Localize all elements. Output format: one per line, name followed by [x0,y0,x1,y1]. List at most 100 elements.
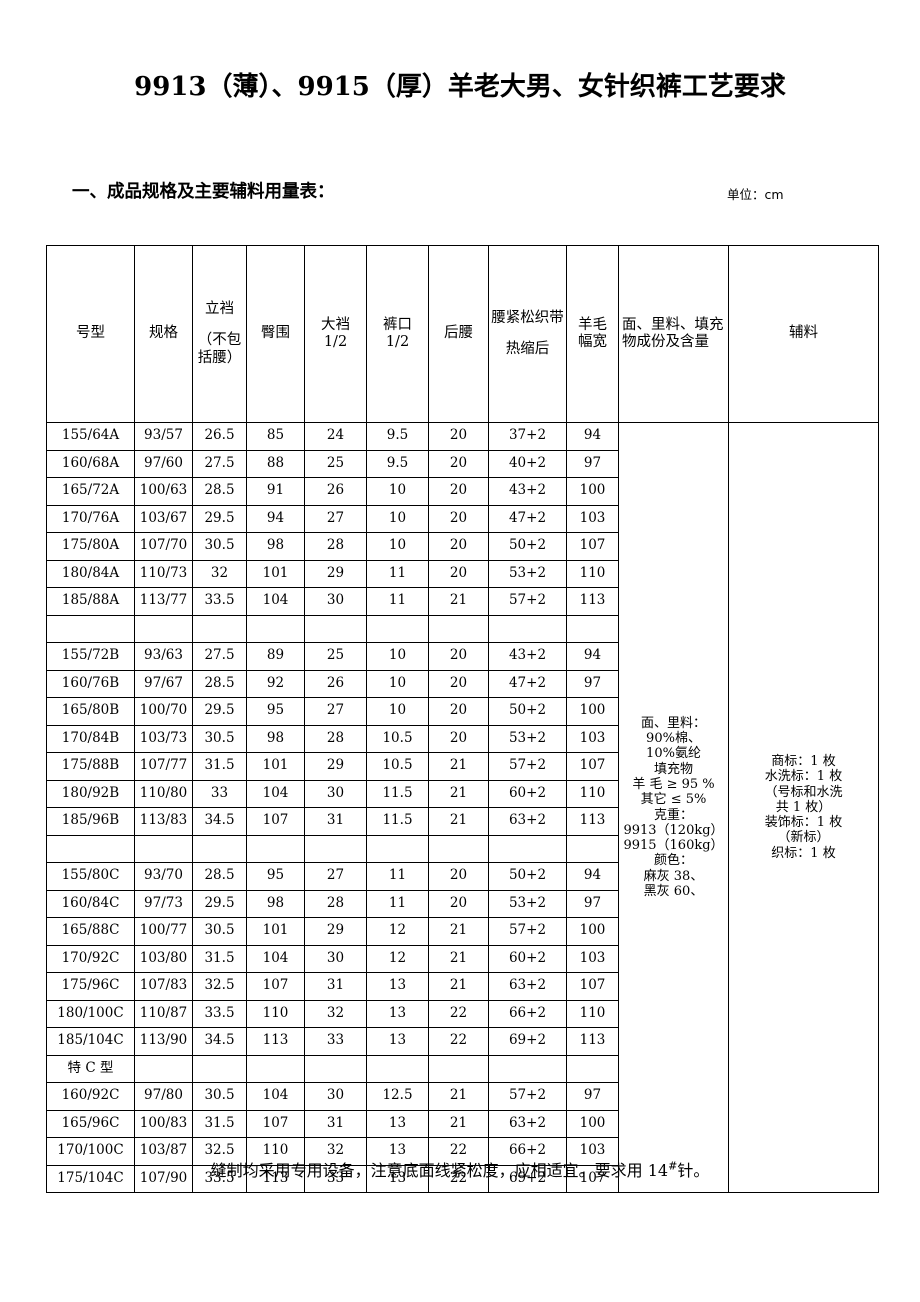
table-cell: 20 [428,724,489,753]
col-header-waistband-sub: 热缩后 [505,341,550,357]
table-cell: 33 [304,1164,367,1193]
table-cell: 100 [566,1109,619,1138]
table-cell: 107/77 [134,752,193,781]
table-cell: 97/73 [134,889,193,918]
table-cell [246,614,305,643]
table-cell: 180/92B [46,779,135,808]
table-cell: 100 [566,917,619,946]
table-row: 160/76B 97/67 28.5 92 26 10 20 47+2 97 [46,669,879,698]
table-cell: 28.5 [192,477,247,506]
table-header-row: 号型 规格 立裆 （不包括腰） 臀围 大裆 1/2 [46,245,879,423]
table-cell: 103 [566,1137,619,1166]
table-cell: 97 [566,669,619,698]
col-header-spec-label: 规格 [149,325,178,342]
table-cell [428,1054,489,1083]
table-cell: 113/83 [134,807,193,836]
table-cell [488,834,567,863]
table-row: 175/80A 107/70 30.5 98 28 10 20 50+2 107 [46,532,879,561]
table-cell: 57+2 [488,752,567,781]
table-row: 170/76A 103/67 29.5 94 27 10 20 47+2 103 [46,504,879,533]
table-cell: 175/96C [46,972,135,1001]
table-cell: 185/88A [46,587,135,616]
table-cell: 27.5 [192,449,247,478]
table-cell: 20 [428,449,489,478]
table-cell [246,1054,305,1083]
table-cell: 103/80 [134,944,193,973]
table-cell: 94 [246,504,305,533]
table-cell: 33 [192,779,247,808]
table-cell [134,614,193,643]
table-cell [488,614,567,643]
table-cell: 63+2 [488,807,567,836]
col-header-size-code: 号型 [46,245,135,423]
table-cell [366,1054,429,1083]
table-cell: 13 [366,972,429,1001]
table-cell: 155/72B [46,642,135,671]
table-cell: 69+2 [488,1027,567,1056]
table-cell: 107 [566,972,619,1001]
table-cell: 22 [428,999,489,1028]
table-cell: 10 [366,477,429,506]
table-cell: 97 [566,1082,619,1111]
table-cell: 11 [366,587,429,616]
table-row: 165/96C 100/83 31.5 107 31 13 21 63+2 100 [46,1109,879,1138]
table-cell: 10 [366,642,429,671]
table-cell: 101 [246,752,305,781]
table-cell: 100/63 [134,477,193,506]
table-row: 170/92C 103/80 31.5 104 30 12 21 60+2 103 [46,944,879,973]
spec-table-body: 号型 规格 立裆 （不包括腰） 臀围 大裆 1/2 [46,245,879,1193]
table-cell: 85 [246,422,305,451]
table-cell: 40+2 [488,449,567,478]
table-cell: 88 [246,449,305,478]
table-cell: 11 [366,559,429,588]
table-cell: 20 [428,559,489,588]
table-cell: 57+2 [488,917,567,946]
table-cell: 37+2 [488,422,567,451]
table-cell: 103/67 [134,504,193,533]
table-cell: 13 [366,1164,429,1193]
table-cell: 110/87 [134,999,193,1028]
table-cell: 170/84B [46,724,135,753]
table-cell: 12.5 [366,1082,429,1111]
accessories-cell: 商标：1 枚 水洗标：1 枚 （号标和水洗 共 1 枚） 装饰标：1 枚 （新标… [728,422,879,1193]
table-cell: 63+2 [488,1109,567,1138]
table-cell: 28.5 [192,862,247,891]
table-cell: 97/67 [134,669,193,698]
table-cell [304,834,367,863]
table-cell: 20 [428,504,489,533]
col-header-back-waist-label: 后腰 [444,325,473,342]
col-header-hip: 臀围 [246,245,305,423]
section-header-row: 一、成品规格及主要辅料用量表： 单位：cm [0,178,920,206]
table-cell: 21 [428,917,489,946]
table-cell: 94 [566,642,619,671]
table-cell: 20 [428,642,489,671]
table-cell: 50+2 [488,532,567,561]
table-cell: 175/104C [46,1164,135,1193]
table-cell: 113 [566,807,619,836]
table-cell: 103 [566,504,619,533]
table-cell: 29.5 [192,889,247,918]
table-cell: 28.5 [192,669,247,698]
footer-note-post: 针。 [677,1161,710,1180]
table-cell: 170/92C [46,944,135,973]
col-header-waistband: 腰紧松织带 热缩后 [488,245,567,423]
table-cell: 27 [304,504,367,533]
table-cell: 98 [246,724,305,753]
table-cell: 33 [304,1027,367,1056]
table-cell: 34.5 [192,807,247,836]
group-label-special-c: 特 C 型 [46,1054,135,1083]
page-title: 9913（薄）、9915（厚）羊老大男、女针织裤工艺要求 [134,72,786,102]
table-cell: 31.5 [192,1109,247,1138]
table-cell: 10.5 [366,752,429,781]
table-row: 175/96C 107/83 32.5 107 31 13 21 63+2 107 [46,972,879,1001]
table-cell: 31 [304,1109,367,1138]
table-cell: 89 [246,642,305,671]
table-cell: 93/70 [134,862,193,891]
table-cell [134,1054,193,1083]
table-cell: 50+2 [488,862,567,891]
table-cell: 53+2 [488,889,567,918]
table-cell: 10 [366,669,429,698]
table-cell: 9.5 [366,449,429,478]
table-cell: 11.5 [366,779,429,808]
